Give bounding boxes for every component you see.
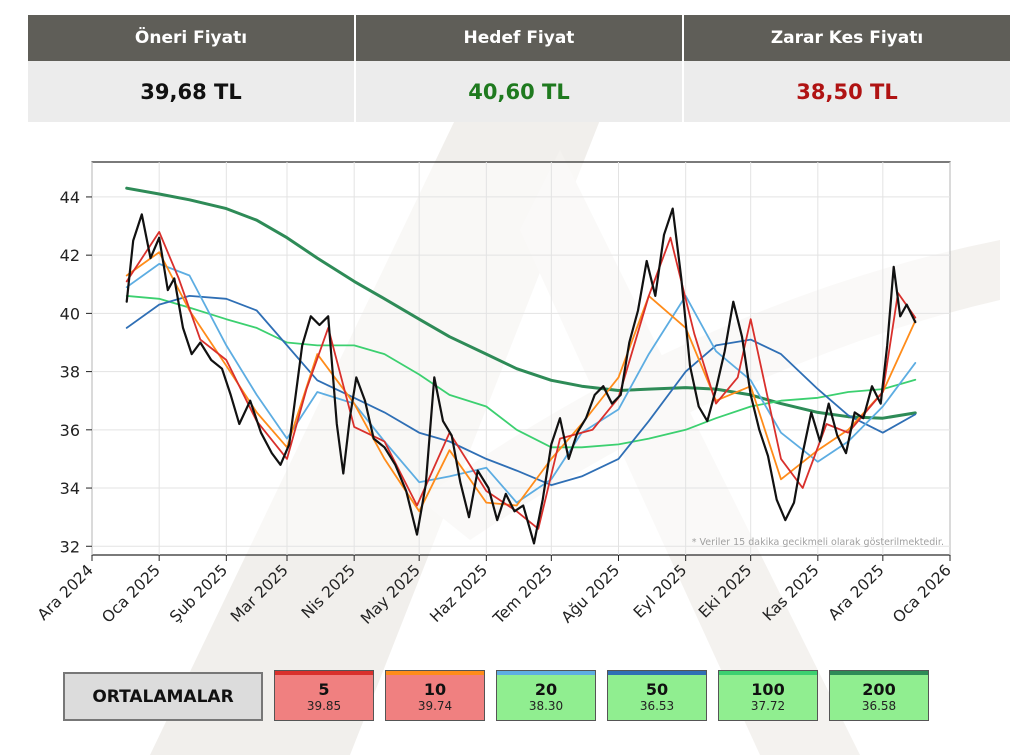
legend-color-bar (830, 671, 928, 675)
legend-period: 5 (318, 679, 330, 699)
legend-item-ma10: 10 39.74 (385, 670, 485, 721)
legend-color-bar (497, 671, 595, 675)
y-tick-label: 40 (60, 304, 80, 323)
legend-value: 36.58 (861, 698, 897, 713)
stop-loss-value: 38,50 TL (684, 61, 1010, 122)
x-tick-label: Şub 2025 (166, 561, 231, 626)
x-tick-label: Haz 2025 (426, 561, 491, 626)
legend-value: 38.30 (528, 698, 564, 713)
x-tick-label: Mar 2025 (227, 561, 292, 626)
y-tick-label: 38 (60, 363, 80, 382)
x-tick-label: Kas 2025 (759, 561, 823, 625)
legend-color-bar (719, 671, 817, 675)
x-tick-label: Ağu 2025 (558, 561, 624, 627)
legend-value: 36.53 (639, 698, 675, 713)
x-tick-label: Nis 2025 (298, 561, 359, 622)
legend-color-bar (386, 671, 484, 675)
legend-period: 100 (751, 679, 785, 699)
legend-period: 10 (423, 679, 447, 699)
legend-item-ma5: 5 39.85 (274, 670, 374, 721)
y-tick-label: 32 (60, 537, 80, 556)
legend-color-bar (275, 671, 373, 675)
price-summary-table: Öneri Fiyatı 39,68 TL Hedef Fiyat 40,60 … (28, 15, 1010, 122)
x-tick-label: Eyl 2025 (630, 561, 691, 622)
x-tick-label: Ara 2024 (34, 561, 97, 624)
target-price-header: Hedef Fiyat (356, 15, 682, 61)
legend-period: 20 (534, 679, 558, 699)
legend-value: 37.72 (750, 698, 786, 713)
recommended-price-value: 39,68 TL (28, 61, 354, 122)
x-tick-label: May 2025 (357, 561, 424, 628)
recommended-price-header: Öneri Fiyatı (28, 15, 354, 61)
y-tick-label: 36 (60, 421, 80, 440)
legend-color-bar (608, 671, 706, 675)
moving-averages-legend: ORTALAMALAR 5 39.85 10 39.74 20 38.30 50… (63, 670, 929, 723)
legend-period: 200 (862, 679, 896, 699)
stop-loss-column: Zarar Kes Fiyatı 38,50 TL (682, 15, 1010, 122)
y-tick-label: 42 (60, 246, 80, 265)
x-tick-label: Tem 2025 (489, 561, 556, 628)
target-price-value: 40,60 TL (356, 61, 682, 122)
legend-value: 39.74 (417, 698, 453, 713)
delay-note: * Veriler 15 dakika gecikmeli olarak gös… (692, 537, 944, 548)
y-tick-label: 44 (60, 188, 80, 207)
legend-item-ma50: 50 36.53 (607, 670, 707, 721)
legend-item-ma20: 20 38.30 (496, 670, 596, 721)
legend-item-ma200: 200 36.58 (829, 670, 929, 721)
recommended-price-column: Öneri Fiyatı 39,68 TL (28, 15, 354, 122)
x-tick-label: Oca 2025 (99, 561, 164, 626)
x-tick-label: Ara 2025 (825, 561, 888, 624)
legend-value: 39.85 (306, 698, 342, 713)
x-tick-label: Oca 2026 (889, 561, 954, 626)
legend-period: 50 (645, 679, 669, 699)
stop-loss-header: Zarar Kes Fiyatı (684, 15, 1010, 61)
y-tick-label: 34 (60, 479, 80, 498)
target-price-column: Hedef Fiyat 40,60 TL (354, 15, 682, 122)
legend-item-ma100: 100 37.72 (718, 670, 818, 721)
x-tick-label: Eki 2025 (695, 561, 755, 621)
legend-title: ORTALAMALAR (63, 672, 263, 721)
